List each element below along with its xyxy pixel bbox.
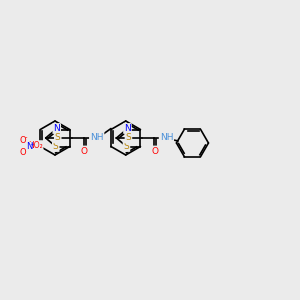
Text: O: O [152, 146, 159, 155]
Text: N: N [124, 124, 131, 133]
Text: NH: NH [90, 133, 104, 142]
Text: +: + [29, 142, 34, 146]
Text: O: O [20, 136, 27, 145]
Text: NO₂: NO₂ [28, 141, 43, 150]
Text: N: N [53, 124, 60, 133]
Text: -: - [25, 134, 28, 140]
Text: O: O [20, 148, 27, 157]
Text: S: S [55, 134, 61, 142]
Text: N: N [26, 142, 32, 151]
Text: S: S [126, 134, 131, 142]
Text: S: S [53, 142, 58, 151]
Text: O: O [80, 146, 87, 155]
Text: NH: NH [160, 133, 173, 142]
Text: S: S [124, 142, 129, 151]
